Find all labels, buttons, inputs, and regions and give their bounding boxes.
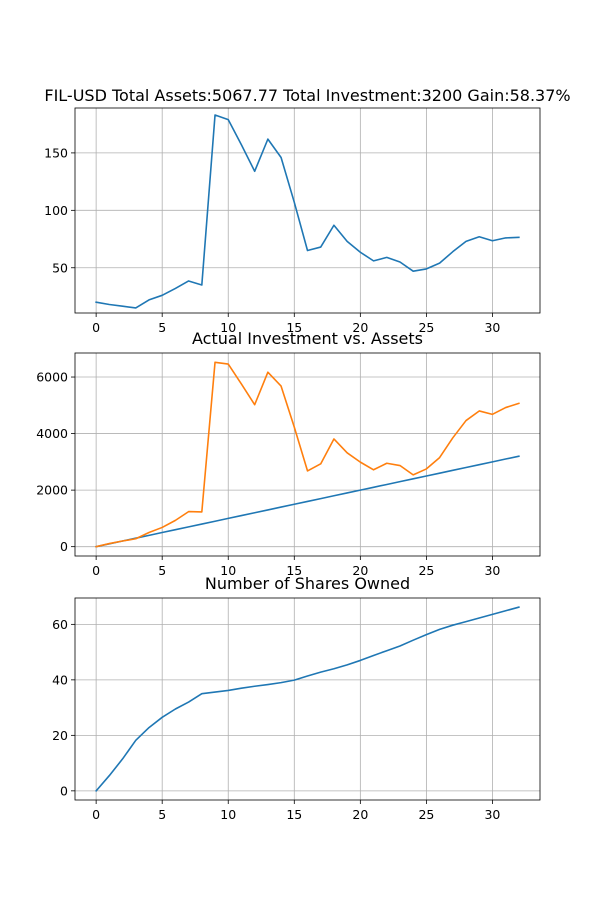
x-tick-label: 0 (92, 563, 100, 578)
chart-title: FIL-USD Total Assets:5067.77 Total Inves… (44, 86, 570, 105)
x-tick-label: 10 (220, 320, 236, 335)
investment-vs-assets-chart: 0 5 10 15 20 25 30 0 2000 4000 6000 Actual Investme… (36, 329, 541, 578)
x-tick-label: 10 (220, 563, 236, 578)
chart-title: Actual Investment vs. Assets (192, 329, 423, 348)
x-tick-label: 15 (286, 807, 302, 822)
series-line-2 (95, 361, 520, 548)
x-tick-label: 30 (484, 563, 500, 578)
y-tick-label: 60 (52, 617, 68, 632)
y-tick-label: 100 (44, 203, 68, 218)
series-line-1 (95, 606, 520, 792)
y-tick-label: 6000 (36, 370, 68, 385)
y-tick-label: 40 (52, 672, 68, 687)
y-tick-label: 0 (60, 783, 68, 798)
shares-owned-chart: 0 5 10 15 20 25 30 0 20 40 60 Number of Shares Owne… (52, 574, 541, 822)
x-tick-label: 20 (352, 563, 368, 578)
x-tick-label: 10 (220, 807, 236, 822)
chart-title: Number of Shares Owned (205, 574, 410, 593)
y-tick-label: 20 (52, 728, 68, 743)
x-tick-label: 0 (92, 320, 100, 335)
x-tick-label: 30 (484, 320, 500, 335)
x-tick-label: 20 (352, 807, 368, 822)
x-tick-label: 5 (158, 807, 166, 822)
assets-price-chart: 0 5 10 15 20 25 30 50 100 150 FIL-USD Total Assets… (44, 86, 570, 335)
x-tick-label: 15 (286, 563, 302, 578)
x-tick-label: 30 (484, 807, 500, 822)
x-tick-label: 25 (418, 563, 434, 578)
y-tick-label: 150 (44, 145, 68, 160)
axes-frame (74, 597, 541, 801)
y-tick-label: 50 (52, 260, 68, 275)
y-tick-label: 2000 (36, 483, 68, 498)
series-line-1 (95, 455, 520, 548)
x-tick-label: 25 (418, 807, 434, 822)
x-tick-label: 15 (286, 320, 302, 335)
x-tick-label: 25 (418, 320, 434, 335)
x-tick-label: 0 (92, 807, 100, 822)
y-tick-label: 4000 (36, 426, 68, 441)
x-tick-label: 20 (352, 320, 368, 335)
x-tick-label: 5 (158, 563, 166, 578)
x-tick-label: 5 (158, 320, 166, 335)
series-line-1 (95, 114, 520, 309)
axes-frame (74, 352, 541, 557)
y-tick-label: 0 (60, 539, 68, 554)
